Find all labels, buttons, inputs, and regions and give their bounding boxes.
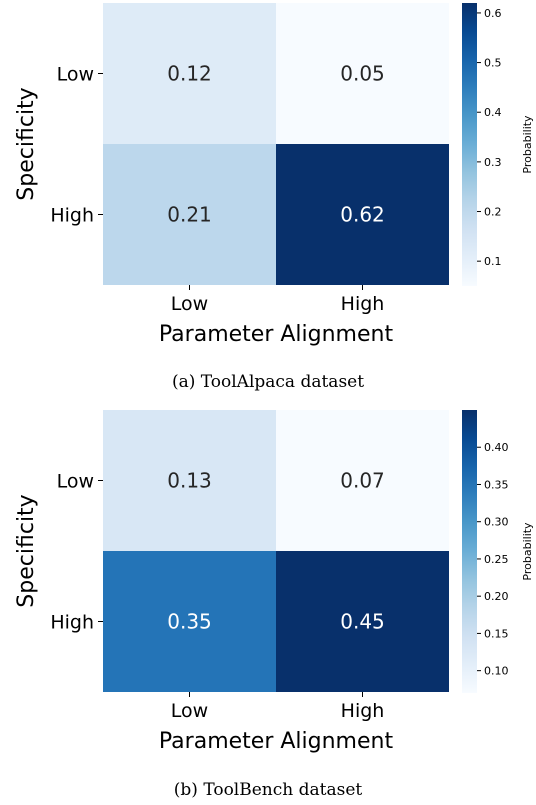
y-axis-label: Specificity — [14, 87, 39, 200]
heatmap-cell — [103, 410, 276, 551]
heatmap-toolbench: 0.13 0.07 0.35 0.45 Low High Low High Parameter … — [14, 410, 534, 754]
cell-value-label: 0.45 — [340, 610, 385, 634]
heatmap-cell — [103, 3, 276, 144]
colorbar-label: Probability — [521, 115, 534, 174]
x-tick-label: High — [341, 293, 385, 315]
cell-value-label: 0.13 — [167, 469, 212, 493]
colorbar-tick-label: 0.6 — [484, 7, 502, 20]
colorbar-tick-label: 0.10 — [484, 665, 509, 678]
colorbar-tick-label: 0.4 — [484, 106, 502, 119]
y-axis-label: Specificity — [14, 494, 39, 607]
y-tick-label: High — [50, 205, 94, 227]
colorbar-tick-label: 0.40 — [484, 441, 509, 454]
x-axis-label: Parameter Alignment — [159, 322, 394, 347]
colorbar-tick-label: 0.25 — [484, 553, 509, 566]
x-tick-label: Low — [171, 293, 208, 315]
heatmap-cell — [276, 144, 449, 285]
colorbar-tick-label: 0.15 — [484, 627, 509, 640]
colorbar-tick-label: 0.30 — [484, 516, 509, 529]
cell-value-label: 0.05 — [340, 62, 385, 86]
colorbar-tick-label: 0.20 — [484, 590, 509, 603]
x-tick-label: High — [341, 700, 385, 722]
heatmap-cell — [276, 551, 449, 692]
x-tick-label: Low — [171, 700, 208, 722]
y-tick-label: Low — [57, 471, 94, 493]
heatmap-cell — [276, 3, 449, 144]
heatmap-cell — [276, 410, 449, 551]
cell-value-label: 0.07 — [340, 469, 385, 493]
x-axis-label: Parameter Alignment — [159, 729, 394, 754]
cell-value-label: 0.12 — [167, 62, 212, 86]
colorbar-tick-label: 0.5 — [484, 57, 502, 70]
colorbar — [462, 3, 477, 286]
heatmap-toolalpaca: 0.12 0.05 0.21 0.62 Low High Low High Parameter … — [14, 3, 534, 347]
y-tick-label: High — [50, 612, 94, 634]
colorbar-tick-label: 0.2 — [484, 206, 502, 219]
colorbar-tick-label: 0.35 — [484, 478, 509, 491]
cell-value-label: 0.35 — [167, 610, 212, 634]
caption-toolalpaca: (a) ToolAlpaca dataset — [171, 372, 365, 392]
colorbar-tick-label: 0.3 — [484, 156, 502, 169]
caption-toolbench: (b) ToolBench dataset — [173, 780, 363, 800]
heatmap-cell — [103, 551, 276, 692]
colorbar — [462, 410, 477, 693]
cell-value-label: 0.21 — [167, 203, 212, 227]
colorbar-label: Probability — [521, 522, 534, 581]
y-tick-label: Low — [57, 64, 94, 86]
cell-value-label: 0.62 — [340, 203, 385, 227]
colorbar-tick-label: 0.1 — [484, 255, 502, 268]
heatmap-cell — [103, 144, 276, 285]
